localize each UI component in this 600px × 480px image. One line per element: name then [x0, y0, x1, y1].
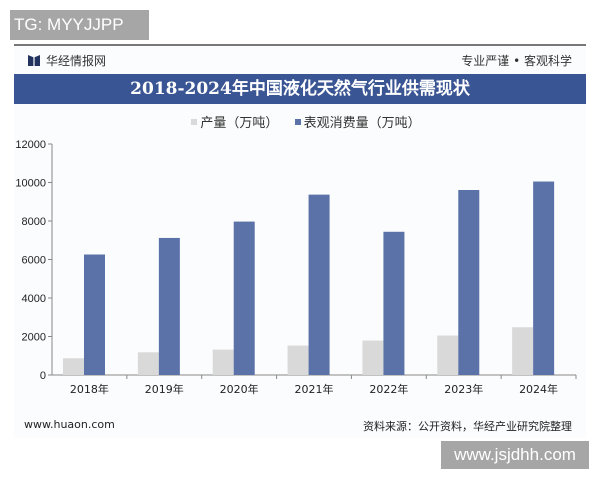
- legend: 产量（万吨） 表观消费量（万吨）: [14, 112, 586, 131]
- y-tick-label: 12000: [15, 139, 46, 151]
- legend-swatch-consumption: [294, 119, 301, 125]
- production-bar: [137, 352, 159, 375]
- x-tick-label: 2018年: [70, 382, 109, 396]
- y-tick-label: 2000: [22, 332, 46, 344]
- x-tick-label: 2021年: [295, 382, 334, 396]
- footer-website: www.huaon.com: [24, 418, 115, 431]
- legend-label-consumption: 表观消费量（万吨）: [303, 116, 421, 131]
- x-tick-label: 2023年: [444, 382, 483, 396]
- slogan: 专业严谨 • 客观科学: [461, 54, 572, 68]
- consumption-bar: [158, 237, 180, 375]
- production-bar: [287, 345, 309, 375]
- consumption-bar: [233, 221, 255, 375]
- y-tick-label: 8000: [22, 216, 46, 228]
- y-tick-label: 4000: [22, 293, 46, 305]
- production-bar: [362, 340, 384, 375]
- consumption-bar: [383, 231, 405, 375]
- brand: 华经情报网: [28, 52, 106, 69]
- chart-title: 2018-2024年中国液化天然气行业供需现状: [14, 74, 586, 104]
- consumption-bar: [533, 181, 555, 375]
- x-tick-label: 2020年: [220, 382, 259, 396]
- production-bar: [63, 358, 84, 375]
- consumption-bar: [84, 254, 105, 375]
- consumption-bar: [308, 194, 330, 375]
- y-tick-label: 0: [40, 370, 46, 382]
- top-watermark: TG: MYYJJPP: [10, 10, 149, 40]
- bar-chart: 0 2000 4000 6000 8000 10000 12000 2018年 2019年 202…: [15, 139, 577, 396]
- bottom-watermark: www.jsjdhh.com: [441, 441, 589, 469]
- chart-card: 华经情报网 专业严谨 • 客观科学 2018-2024年中国液化天然气行业供需现…: [14, 44, 586, 438]
- brand-name: 华经情报网: [46, 54, 107, 68]
- legend-label-production: 产量（万吨）: [200, 116, 279, 131]
- x-tick-label: 2024年: [519, 382, 558, 396]
- production-bar: [512, 327, 534, 375]
- y-tick-label: 6000: [22, 255, 46, 267]
- footer-source: 资料来源：公开资料，华经产业研究院整理: [363, 420, 572, 433]
- production-bar: [212, 349, 234, 375]
- legend-swatch-production: [191, 119, 198, 125]
- production-bar: [437, 335, 459, 375]
- x-tick-label: 2019年: [145, 382, 184, 396]
- y-tick-label: 10000: [15, 178, 46, 190]
- consumption-bar: [458, 190, 480, 375]
- x-tick-label: 2022年: [369, 382, 408, 396]
